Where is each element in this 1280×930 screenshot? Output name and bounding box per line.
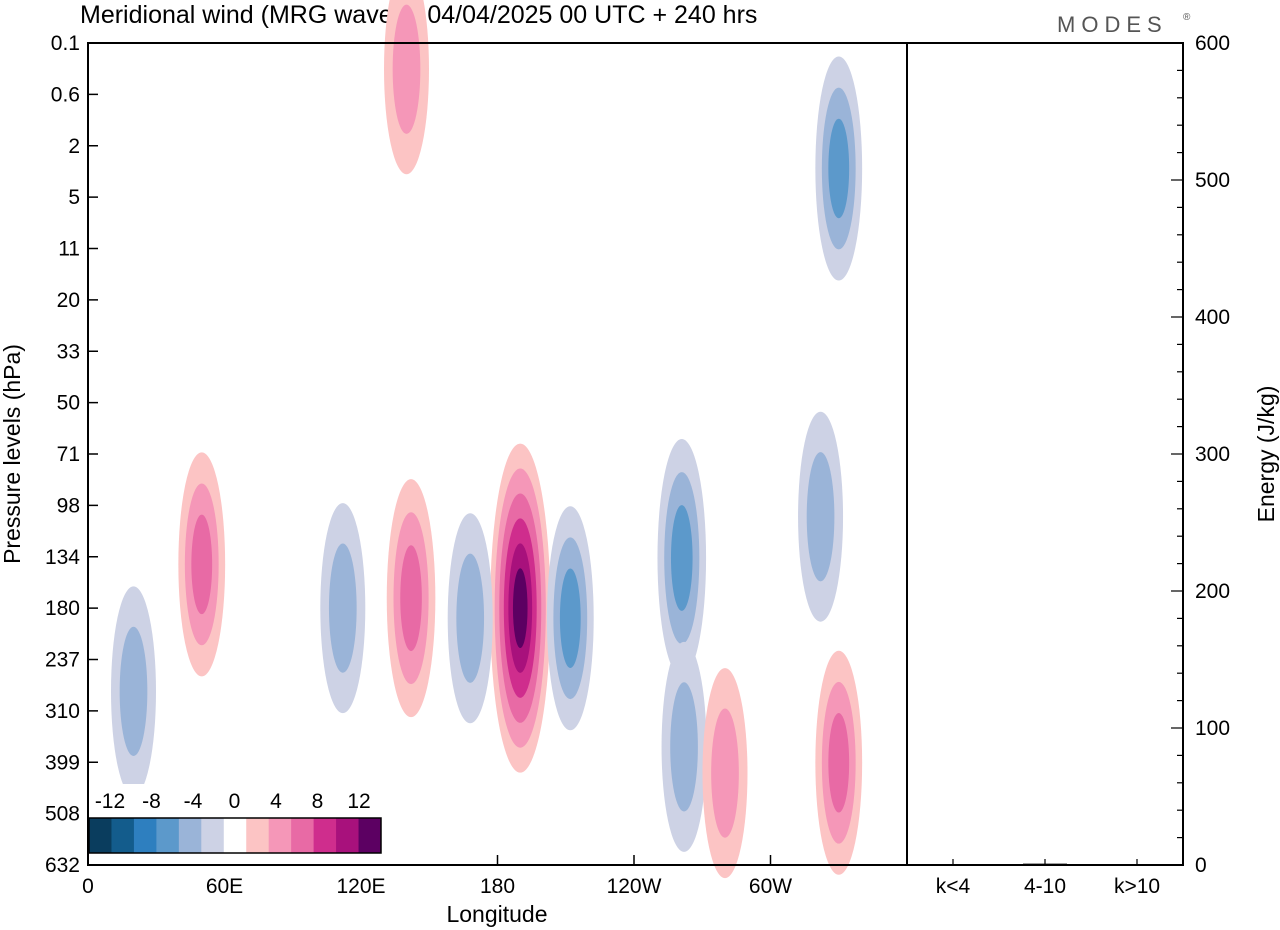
colorbar-label: 0 [229,790,241,813]
energy-tick-label: 400 [1195,306,1230,329]
colorbar-swatch [133,818,157,853]
longitude-tick-label: 60E [206,875,243,898]
y-axis-label: Pressure levels (hPa) [0,344,25,564]
colorbar-label: -4 [184,790,203,813]
colorbar-swatch [268,818,292,853]
pressure-tick-label: 134 [45,546,80,569]
wavenumber-tick-label: k>10 [1114,875,1160,898]
pressure-tick-label: 71 [57,443,80,466]
colorbar-swatch [223,818,247,853]
colorbar-label: 8 [312,790,324,813]
contour-band [806,452,835,582]
main-plot-frame [87,42,908,866]
wind-anomaly-positive-10 [702,668,748,879]
x-axis-label: Longitude [446,901,547,927]
wind-anomaly-negative-12 [815,56,863,281]
pressure-tick-label: 98 [57,494,80,517]
longitude-tick-label: 0 [82,875,94,898]
contour-band [559,568,581,668]
contour-band [670,682,698,812]
wind-anomaly-positive-8 [815,650,863,875]
longitude-axis: 0 60E 120E 180 120W 60W [82,855,792,898]
pressure-tick-label: 5 [68,186,80,209]
energy-tick-label: 300 [1195,443,1230,466]
wind-anomaly-negative-9 [661,641,707,852]
longitude-tick-label: 120W [607,875,662,898]
wavenumber-tick-label: 4-10 [1024,875,1066,898]
contour-band [512,568,528,649]
energy-tick-label: 100 [1195,717,1230,740]
pressure-tick-label: 0.1 [51,32,80,55]
pressure-tick-label: 399 [45,751,80,774]
colorbar-swatch [336,818,360,853]
pressure-tick-label: 33 [57,340,80,363]
contour-band [392,4,421,134]
wavenumber-tick-label: k<4 [936,875,971,898]
pressure-tick-label: 508 [45,803,80,826]
brand-registered-mark: ® [1183,12,1191,23]
energy-axis: 0 100 200 300 400 500 600 [1171,32,1230,877]
pressure-tick-label: 310 [45,700,80,723]
pressure-tick-label: 20 [57,289,80,312]
wind-anomaly-negative-2 [447,513,493,724]
colorbar-swatch [178,818,202,853]
colorbar-swatch [313,818,337,853]
colorbar-swatch [111,818,135,853]
energy-tick-label: 600 [1195,32,1230,55]
wind-anomaly-positive-0 [490,443,551,773]
contour-band [711,708,739,838]
contour-band [191,514,213,615]
colorbar-label: -8 [142,790,161,813]
pressure-tick-label: 0.6 [51,83,80,106]
energy-tick-label: 0 [1195,854,1207,877]
colorbar-swatch [246,818,270,853]
wind-anomaly-negative-4 [546,506,594,731]
contour-band [119,626,148,757]
colorbar-swatch [89,818,112,853]
energy-axis-label: Energy (J/kg) [1253,386,1279,523]
contour-band [670,505,693,611]
wind-anomaly-negative-11 [798,411,844,622]
longitude-tick-label: 180 [480,875,515,898]
colorbar-frame [88,817,382,854]
wind-anomaly-negative-7 [657,439,707,678]
colorbar-swatch [201,818,225,853]
wind-anomaly-negative-3 [320,503,366,714]
pressure-tick-label: 237 [45,649,80,672]
brand-name: MODES [1057,12,1168,37]
pressure-tick-label: 11 [58,238,80,261]
contour-band [456,553,485,683]
contour-band [328,543,357,673]
wind-anomaly-positive-1 [386,479,436,718]
wind-anomaly-negative-5 [111,586,156,797]
pressure-tick-label: 2 [68,135,80,158]
colorbar-swatch [156,818,180,853]
energy-plot-frame [906,42,1184,866]
contour-band [828,713,850,813]
wind-anomaly-positive-6 [178,452,226,677]
wavenumber-axis: k<4 4-10 k>10 [936,859,1160,898]
colorbar-label: -12 [95,790,125,813]
pressure-axis: 0.1 0.6 2 5 11 20 33 50 71 98 134 180 237 310 399 508 63… [45,32,98,877]
pressure-tick-label: 50 [57,392,80,415]
energy-tick-label: 200 [1195,580,1230,603]
colorbar-label: 4 [270,790,282,813]
colorbar-swatch [358,818,382,853]
pressure-tick-label: 632 [45,854,80,877]
longitude-tick-label: 120E [336,875,385,898]
brand-logo: MODES ® [1057,12,1191,37]
colorbar-legend: -12 -8 -4 0 4 8 12 [88,784,383,864]
contour-band [828,118,850,219]
colorbar-label: 12 [347,790,370,813]
pressure-tick-label: 180 [45,597,80,620]
wind-anomaly-positive-13 [384,0,429,175]
heatmap-plot [111,0,863,879]
contour-band [400,545,422,652]
longitude-tick-label: 60W [749,875,792,898]
energy-tick-label: 500 [1195,169,1230,192]
colorbar-swatch [291,818,315,853]
